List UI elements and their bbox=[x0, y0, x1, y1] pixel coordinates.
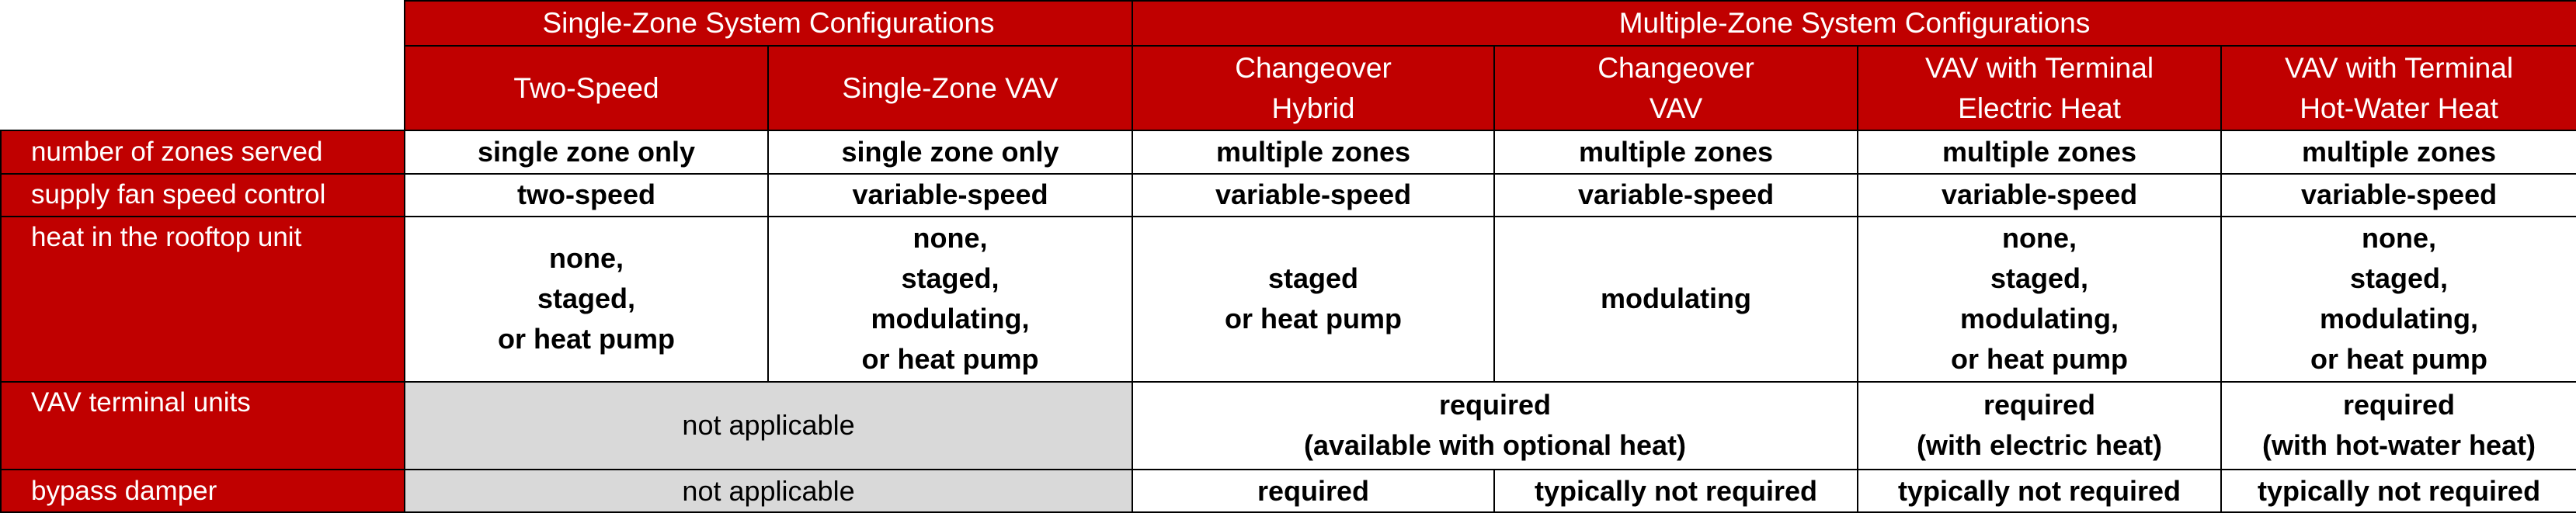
row-zones-served: number of zones served single zone only … bbox=[0, 130, 2576, 175]
table-cell: multiple zones bbox=[1493, 130, 1859, 175]
table-cell: multiple zones bbox=[1132, 130, 1496, 175]
table-cell: single zone only bbox=[767, 130, 1134, 175]
col-header-vav-electric-heat: VAV with Terminal Electric Heat bbox=[1857, 44, 2223, 132]
table-cell: variable-speed bbox=[767, 173, 1134, 217]
table-cell: none, staged, modulating, or heat pump bbox=[1857, 215, 2223, 383]
table-cell: required (with electric heat) bbox=[1857, 380, 2223, 471]
col-header-changeover-hybrid: Changeover Hybrid bbox=[1132, 44, 1496, 132]
row-bypass-damper: bypass damper not applicable required ty… bbox=[0, 469, 2576, 513]
table-cell: typically not required bbox=[2220, 469, 2576, 513]
table-cell: variable-speed bbox=[1132, 173, 1496, 217]
col-header-two-speed: Two-Speed bbox=[404, 44, 769, 132]
row-vav-terminal-units: VAV terminal units not applicable requir… bbox=[0, 380, 2576, 471]
table-cell: staged or heat pump bbox=[1132, 215, 1496, 383]
table-cell: multiple zones bbox=[2220, 130, 2576, 175]
row-label-fan-speed: supply fan speed control bbox=[0, 173, 405, 217]
col-header-vav-hot-water-heat: VAV with Terminal Hot-Water Heat bbox=[2220, 44, 2576, 132]
row-label-rooftop-heat: heat in the rooftop unit bbox=[0, 215, 405, 383]
row-rooftop-heat: heat in the rooftop unit none, staged, o… bbox=[0, 215, 2576, 383]
row-label-vav-terminal-units: VAV terminal units bbox=[0, 380, 405, 471]
table-cell: multiple zones bbox=[1857, 130, 2223, 175]
group-header-single-zone: Single-Zone System Configurations bbox=[403, 0, 1134, 47]
group-header-multi-zone: Multiple-Zone System Configurations bbox=[1132, 0, 2576, 47]
not-applicable-cell: not applicable bbox=[403, 469, 1134, 513]
row-label-bypass-damper: bypass damper bbox=[0, 469, 405, 513]
table-cell: required (with hot-water heat) bbox=[2220, 380, 2576, 471]
table-cell: variable-speed bbox=[2220, 173, 2576, 217]
row-label-zones-served: number of zones served bbox=[0, 130, 405, 175]
table-cell: single zone only bbox=[404, 130, 769, 175]
table-cell: two-speed bbox=[404, 173, 769, 217]
column-header-row: Two-Speed Single-Zone VAV Changeover Hyb… bbox=[1, 44, 2576, 132]
table-cell: required bbox=[1132, 469, 1496, 513]
col-header-changeover-vav: Changeover VAV bbox=[1493, 44, 1859, 132]
col-header-single-zone-vav: Single-Zone VAV bbox=[767, 44, 1134, 132]
row-fan-speed: supply fan speed control two-speed varia… bbox=[0, 173, 2576, 217]
table-cell: none, staged, modulating, or heat pump bbox=[767, 215, 1134, 383]
table-cell: typically not required bbox=[1493, 469, 1859, 513]
table-cell: variable-speed bbox=[1857, 173, 2223, 217]
table-cell: typically not required bbox=[1857, 469, 2223, 513]
not-applicable-cell: not applicable bbox=[403, 380, 1134, 471]
table-cell: variable-speed bbox=[1493, 173, 1859, 217]
table-cell: none, staged, modulating, or heat pump bbox=[2220, 215, 2576, 383]
table-cell: required (available with optional heat) bbox=[1132, 380, 1859, 471]
table-cell: modulating bbox=[1493, 215, 1859, 383]
table-cell: none, staged, or heat pump bbox=[404, 215, 769, 383]
corner-blank bbox=[1, 1, 405, 132]
group-header-row: Single-Zone System Configurations Multip… bbox=[1, 0, 2576, 132]
